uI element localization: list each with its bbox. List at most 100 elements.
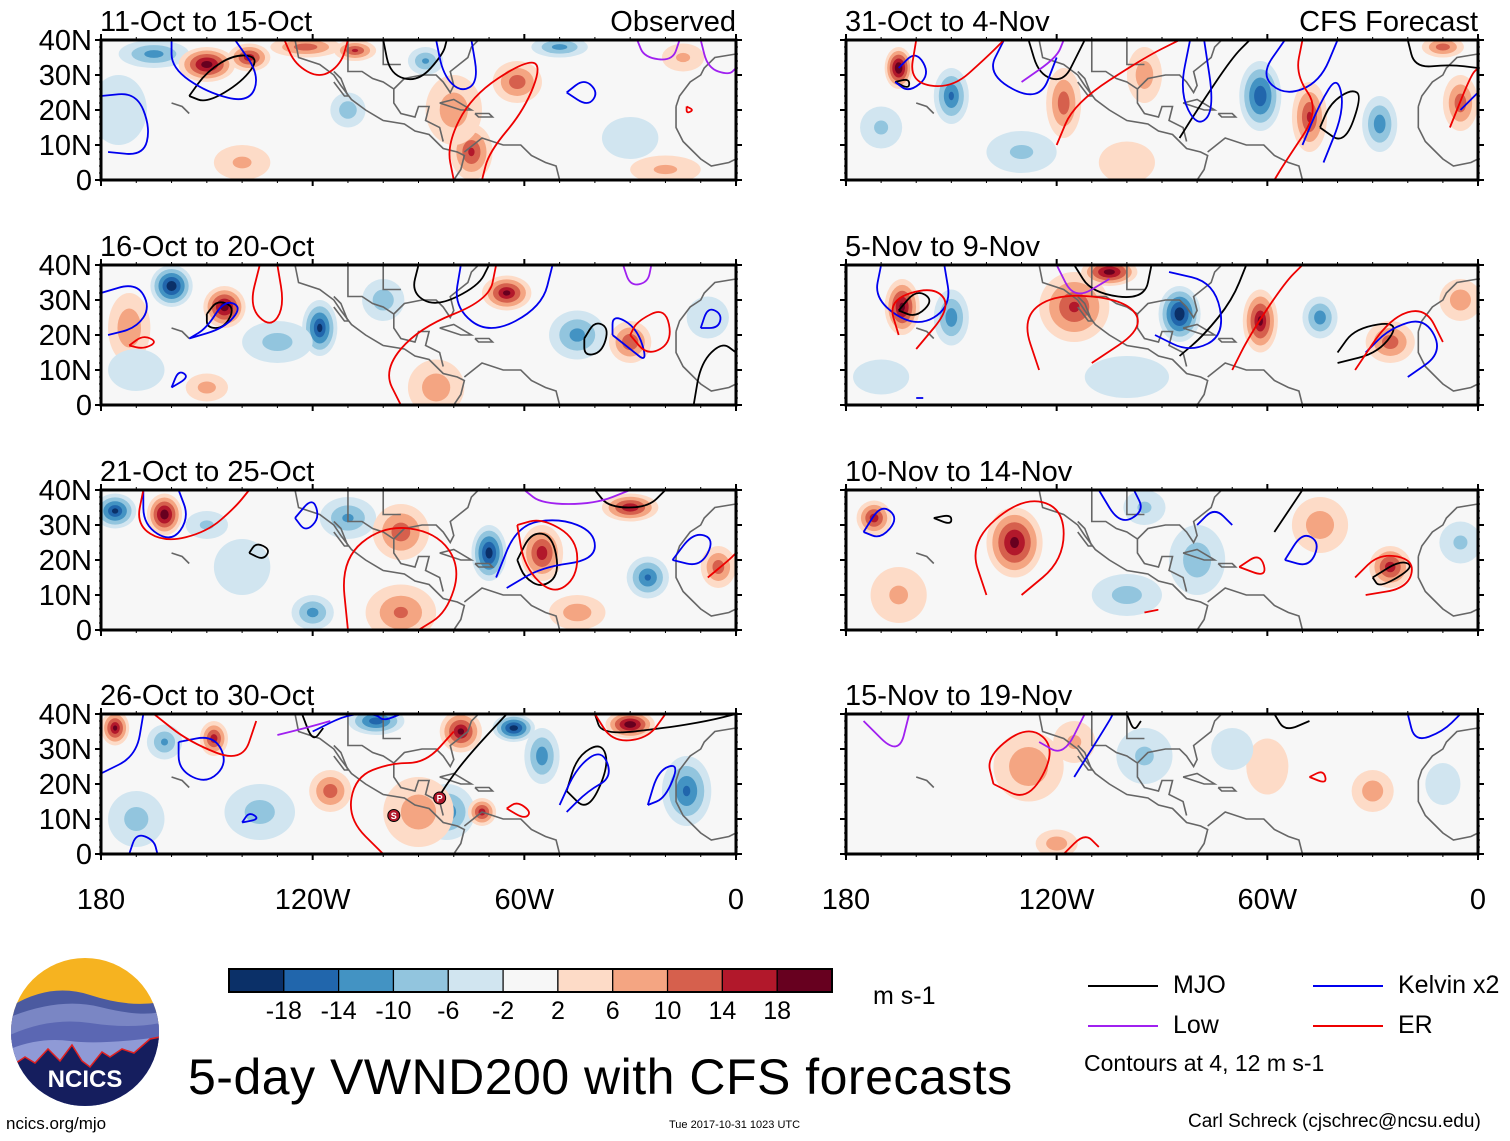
- anomaly-shading: [686, 296, 729, 339]
- contour-er: [388, 265, 497, 405]
- contour-kelvin: [435, 40, 477, 91]
- anomaly-shading: [874, 120, 889, 135]
- contour-er: [974, 500, 1065, 596]
- coastline: [675, 331, 736, 392]
- map-area: [101, 265, 736, 405]
- colorbar-tick-label: -6: [437, 997, 459, 1025]
- panel-title: 5-Nov to 9-Nov: [845, 231, 1041, 263]
- y-tick-label: 30N: [39, 510, 92, 542]
- anomaly-shading: [339, 101, 357, 119]
- anomaly-shading: [1084, 356, 1170, 398]
- coastline: [1182, 98, 1218, 111]
- contour-er: [448, 61, 539, 180]
- contour-kelvin: [671, 533, 712, 566]
- contour-low: [1055, 265, 1110, 295]
- contour-mjo: [1178, 40, 1251, 139]
- coastline: [333, 744, 350, 771]
- storm-icon: [387, 809, 401, 822]
- coastline: [393, 714, 480, 769]
- y-tick-label: 10N: [39, 355, 92, 387]
- anomaly-shading: [1009, 145, 1034, 159]
- contour-er: [1354, 554, 1413, 596]
- colorbar-tick-label: -14: [321, 997, 357, 1025]
- contour-kelvin: [1154, 271, 1223, 350]
- coastline: [382, 40, 401, 66]
- coastline: [382, 265, 401, 291]
- contour-kelvin: [170, 40, 257, 101]
- colorbar-swatch: [447, 968, 504, 993]
- coastline: [474, 337, 495, 343]
- contour-note: Contours at 4, 12 m s-1: [1084, 1050, 1325, 1076]
- coastline: [1126, 490, 1145, 516]
- anomaly-shading: [551, 44, 568, 50]
- coastline: [1077, 520, 1093, 547]
- y-tick-label: 10N: [39, 580, 92, 612]
- anomaly-shading: [624, 721, 637, 728]
- anomaly-shading: [422, 373, 451, 402]
- contour-kelvin: [1406, 714, 1462, 740]
- coastline: [1126, 40, 1145, 66]
- coastline: [463, 362, 561, 405]
- contour-er: [153, 714, 258, 757]
- coastline: [1136, 40, 1223, 95]
- legend-label: Low: [1173, 1011, 1219, 1039]
- contour-mjo: [894, 78, 911, 88]
- legend-item-kelvin: Kelvin x2: [1313, 971, 1499, 1000]
- anomaly-shading: [111, 508, 119, 514]
- storm-label: S: [391, 811, 397, 821]
- contour-kelvin: [1459, 91, 1478, 111]
- coastline: [1077, 744, 1093, 771]
- anomaly-shading: [1305, 511, 1335, 539]
- contour-er: [1449, 67, 1478, 128]
- contour-kelvin: [1073, 714, 1114, 778]
- anomaly-shading: [1425, 763, 1461, 805]
- contour-kelvin: [894, 54, 927, 91]
- anomaly-shading: [317, 323, 323, 333]
- coastline: [382, 490, 401, 516]
- anomaly-shading: [1111, 586, 1142, 604]
- contour-er: [1055, 40, 1180, 146]
- colorbar-swatch: [776, 968, 833, 993]
- colorbar-swatch: [338, 968, 395, 993]
- panel-tag: CFS Forecast: [1299, 6, 1478, 38]
- colorbar-swatch: [557, 968, 614, 993]
- map-panel: 15-Nov to 19-Nov 180 120W 60W 0: [822, 680, 1486, 916]
- contour-mjo: [1406, 40, 1478, 69]
- contour-er: [350, 730, 455, 854]
- coastline: [1207, 362, 1304, 405]
- contour-mjo: [565, 745, 608, 806]
- y-tick-label: 10N: [39, 804, 92, 836]
- contour-er: [128, 336, 155, 349]
- contour-kelvin: [495, 519, 596, 589]
- contour-kelvin: [1301, 81, 1343, 163]
- contour-er: [1354, 310, 1444, 371]
- contour-kelvin: [1181, 40, 1213, 123]
- coastline: [675, 556, 736, 617]
- coastline: [1136, 314, 1188, 367]
- map-panel: 10-Nov to 14-Nov: [840, 456, 1484, 636]
- anomaly-shading: [1382, 335, 1399, 349]
- anomaly-shading: [563, 603, 592, 622]
- coastline: [1077, 295, 1093, 322]
- contour-mjo: [413, 265, 490, 304]
- y-tick-label: 0: [76, 390, 92, 422]
- map-area: [846, 714, 1478, 854]
- x-tick-label: 0: [728, 884, 744, 916]
- colorbar-tick-label: 2: [551, 997, 565, 1025]
- contour-er: [707, 552, 736, 579]
- storm-label: P: [437, 794, 443, 804]
- colorbar-tick-label: -2: [492, 997, 514, 1025]
- panel-title: 21-Oct to 25-Oct: [100, 456, 314, 488]
- coastline: [171, 102, 190, 115]
- colorbar-swatch: [721, 968, 778, 993]
- website-link[interactable]: ncics.org/mjo: [6, 1114, 107, 1133]
- contour-mjo: [1178, 265, 1248, 357]
- y-tick-label: 40N: [39, 699, 92, 731]
- coastline: [474, 786, 495, 792]
- coastline: [474, 112, 495, 118]
- anomaly-shading: [144, 50, 164, 58]
- coastline: [439, 323, 475, 336]
- coastline: [1207, 811, 1304, 854]
- coastline: [675, 780, 736, 841]
- anomaly-shading: [1098, 141, 1155, 180]
